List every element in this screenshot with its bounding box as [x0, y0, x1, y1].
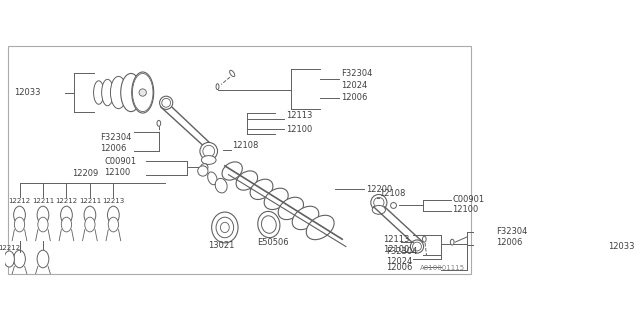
Ellipse shape [262, 216, 276, 233]
Text: A010001115: A010001115 [420, 266, 465, 271]
Text: 12100: 12100 [285, 125, 312, 134]
Text: 12006: 12006 [386, 263, 413, 272]
Text: 13021: 13021 [208, 241, 234, 250]
Ellipse shape [203, 145, 214, 157]
Ellipse shape [207, 172, 217, 185]
Text: 12113: 12113 [285, 111, 312, 121]
Ellipse shape [264, 188, 288, 210]
Ellipse shape [37, 206, 49, 224]
Ellipse shape [521, 230, 539, 263]
Ellipse shape [201, 164, 208, 171]
Text: 12211: 12211 [79, 198, 101, 204]
Text: F32304: F32304 [496, 228, 527, 236]
Ellipse shape [374, 197, 384, 208]
Ellipse shape [13, 250, 26, 268]
Ellipse shape [216, 84, 219, 90]
Text: 12006: 12006 [340, 93, 367, 102]
Text: 12100: 12100 [104, 168, 131, 177]
Ellipse shape [132, 74, 153, 112]
Text: C00901: C00901 [452, 195, 484, 204]
Ellipse shape [220, 222, 229, 233]
Text: C00901: C00901 [104, 157, 137, 166]
Ellipse shape [548, 238, 556, 255]
Ellipse shape [278, 197, 303, 220]
Ellipse shape [61, 206, 72, 224]
Text: 12212: 12212 [0, 245, 20, 251]
Text: 12006: 12006 [100, 145, 127, 154]
Text: 12100: 12100 [452, 205, 479, 214]
Ellipse shape [390, 203, 396, 208]
Ellipse shape [111, 76, 127, 109]
Text: E50506: E50506 [257, 238, 289, 247]
Text: 12209: 12209 [72, 169, 99, 178]
Text: 12006: 12006 [496, 238, 523, 247]
Text: 12024: 12024 [340, 81, 367, 90]
Ellipse shape [162, 98, 171, 107]
Ellipse shape [61, 217, 72, 232]
Text: 12108: 12108 [379, 188, 405, 197]
Text: 12024: 12024 [386, 257, 412, 266]
Text: 12100: 12100 [383, 245, 410, 254]
Ellipse shape [108, 217, 118, 232]
Text: 12200: 12200 [366, 185, 392, 194]
Text: 12108: 12108 [232, 141, 259, 150]
Ellipse shape [38, 217, 48, 232]
Ellipse shape [84, 217, 95, 232]
Ellipse shape [37, 250, 49, 268]
Text: 12033: 12033 [13, 88, 40, 97]
Ellipse shape [222, 162, 243, 180]
Text: 12212: 12212 [56, 198, 77, 204]
Ellipse shape [215, 179, 227, 193]
Ellipse shape [451, 239, 454, 245]
Ellipse shape [202, 156, 216, 164]
Ellipse shape [258, 212, 280, 238]
Ellipse shape [230, 70, 235, 77]
Ellipse shape [372, 205, 385, 214]
Text: 12212: 12212 [8, 198, 31, 204]
Ellipse shape [216, 217, 234, 238]
Ellipse shape [14, 217, 25, 232]
Text: F32304: F32304 [100, 133, 132, 142]
Ellipse shape [236, 171, 258, 190]
Ellipse shape [159, 96, 173, 109]
Text: F32304: F32304 [386, 247, 417, 256]
Ellipse shape [157, 120, 161, 126]
Ellipse shape [212, 212, 238, 243]
Text: 12213: 12213 [102, 198, 125, 204]
Ellipse shape [121, 74, 141, 112]
Ellipse shape [422, 236, 426, 242]
Ellipse shape [200, 142, 218, 160]
Ellipse shape [139, 89, 147, 96]
Ellipse shape [102, 79, 113, 106]
Text: 12033: 12033 [609, 242, 635, 251]
Ellipse shape [13, 206, 26, 224]
Ellipse shape [292, 206, 319, 230]
Ellipse shape [84, 206, 96, 224]
Ellipse shape [4, 251, 14, 267]
Ellipse shape [250, 179, 273, 199]
Ellipse shape [93, 81, 104, 104]
Text: 12113: 12113 [383, 235, 410, 244]
Ellipse shape [540, 236, 552, 258]
Ellipse shape [371, 195, 387, 211]
Ellipse shape [108, 206, 119, 224]
Ellipse shape [132, 72, 154, 113]
Ellipse shape [507, 226, 529, 267]
Ellipse shape [198, 166, 208, 176]
Ellipse shape [410, 240, 424, 253]
Text: F32304: F32304 [340, 69, 372, 78]
Ellipse shape [531, 233, 546, 260]
Ellipse shape [307, 215, 334, 240]
Ellipse shape [413, 242, 421, 251]
Text: 12211: 12211 [32, 198, 54, 204]
Ellipse shape [509, 228, 528, 265]
